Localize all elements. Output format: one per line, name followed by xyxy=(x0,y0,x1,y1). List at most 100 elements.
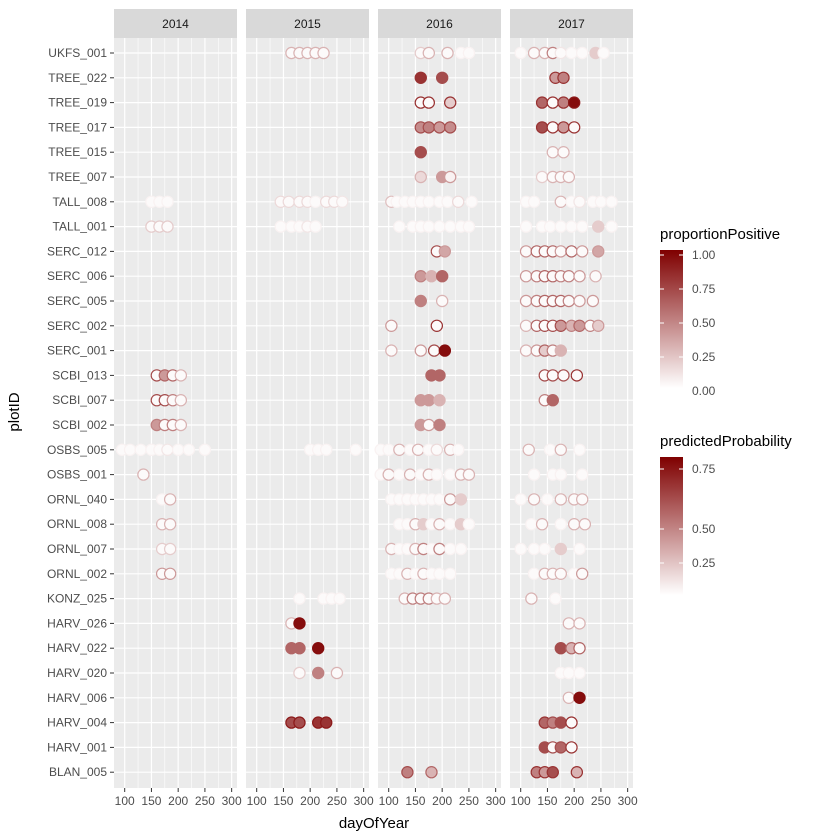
data-point xyxy=(317,46,330,60)
data-point xyxy=(161,220,174,233)
y-tick-label: ORNL_008 xyxy=(47,517,107,531)
data-point xyxy=(575,493,589,506)
data-point xyxy=(519,294,533,308)
data-point xyxy=(586,294,600,308)
data-point xyxy=(554,716,568,729)
data-point xyxy=(554,220,568,233)
data-point xyxy=(522,443,535,456)
data-point xyxy=(163,567,177,581)
data-point xyxy=(575,567,589,581)
data-point xyxy=(443,542,457,556)
data-point xyxy=(393,443,406,456)
data-point xyxy=(549,592,562,605)
data-point xyxy=(573,666,586,680)
data-point xyxy=(514,46,527,60)
data-point xyxy=(443,493,457,506)
data-point xyxy=(535,518,549,531)
data-point xyxy=(414,294,427,308)
data-point xyxy=(443,121,457,134)
y-tick-label: TREE_022 xyxy=(48,71,107,85)
y-tick-label: TREE_017 xyxy=(48,120,107,134)
data-point xyxy=(435,270,449,283)
data-point xyxy=(519,245,533,258)
y-tick-label: SCBI_007 xyxy=(52,393,107,407)
data-point xyxy=(557,145,570,159)
data-point xyxy=(422,96,436,109)
data-point xyxy=(443,96,457,109)
y-tick-label: ORNL_040 xyxy=(47,492,107,506)
x-tick-label: 300 xyxy=(354,794,374,808)
data-point xyxy=(435,294,449,308)
data-point xyxy=(452,443,465,456)
data-point xyxy=(422,195,436,208)
data-point xyxy=(433,567,446,581)
data-point xyxy=(573,542,586,556)
y-tick-label: HARV_026 xyxy=(47,616,107,630)
data-point xyxy=(311,666,325,680)
data-point xyxy=(163,518,177,531)
data-point xyxy=(546,394,559,407)
data-point xyxy=(573,691,586,705)
data-point xyxy=(565,220,578,233)
data-point xyxy=(414,270,427,283)
legend-proportion-positive: proportionPositive 1.00 0.75 0.50 0.25 0.00 xyxy=(660,226,780,398)
y-tick-label: ORNL_002 xyxy=(47,567,107,581)
data-point xyxy=(562,170,576,184)
colorbar-label: 0.25 xyxy=(692,350,716,364)
data-point xyxy=(433,518,446,531)
data-point xyxy=(562,691,576,705)
y-tick-label: TALL_008 xyxy=(53,195,108,209)
x-tick-label: 250 xyxy=(591,794,611,808)
data-point xyxy=(527,468,541,481)
data-point xyxy=(293,617,306,630)
strip-label: 2014 xyxy=(162,17,189,31)
data-point xyxy=(519,344,533,357)
data-point xyxy=(573,617,586,630)
x-axis: 100 150 200 250 300 100 150 200 250 300 100 150 200 2… xyxy=(115,788,638,808)
y-tick-label: UKFS_001 xyxy=(48,46,107,60)
data-point xyxy=(527,567,541,581)
data-point xyxy=(575,220,589,233)
data-point xyxy=(430,319,444,332)
data-point xyxy=(554,468,568,481)
data-point xyxy=(134,443,147,456)
legend-title-proportion: proportionPositive xyxy=(660,226,780,243)
data-point xyxy=(293,592,306,605)
y-tick-label: HARV_001 xyxy=(47,740,107,754)
data-point xyxy=(452,195,465,208)
y-tick-label: OSBS_001 xyxy=(47,468,107,482)
data-point xyxy=(293,642,306,655)
data-point xyxy=(527,46,541,60)
data-point xyxy=(382,443,395,456)
data-point xyxy=(592,220,605,233)
data-point xyxy=(554,642,568,655)
data-point xyxy=(433,418,446,432)
data-point xyxy=(535,170,549,184)
data-point xyxy=(174,418,188,432)
data-point xyxy=(605,220,618,233)
strip-2015 xyxy=(246,9,369,38)
x-tick-label: 100 xyxy=(115,794,135,808)
y-tick-label: SERC_005 xyxy=(47,294,107,308)
y-tick-label: BLAN_005 xyxy=(49,765,107,779)
data-point xyxy=(519,220,533,233)
strip-label: 2016 xyxy=(426,17,453,31)
data-point xyxy=(570,766,584,779)
colorbar-label: 0.00 xyxy=(692,384,716,398)
data-point xyxy=(527,195,541,208)
data-point xyxy=(433,369,446,382)
y-axis-title: plotID xyxy=(6,392,23,431)
data-point xyxy=(435,71,449,85)
data-point xyxy=(330,666,344,680)
data-point xyxy=(562,270,576,283)
data-point xyxy=(433,542,446,556)
data-point xyxy=(454,542,468,556)
data-point xyxy=(538,542,551,556)
data-point xyxy=(425,270,438,283)
x-tick-label: 250 xyxy=(195,794,215,808)
data-point xyxy=(309,195,322,208)
data-point xyxy=(554,542,568,556)
data-point xyxy=(274,220,287,233)
data-point xyxy=(573,294,586,308)
data-point xyxy=(433,394,446,407)
